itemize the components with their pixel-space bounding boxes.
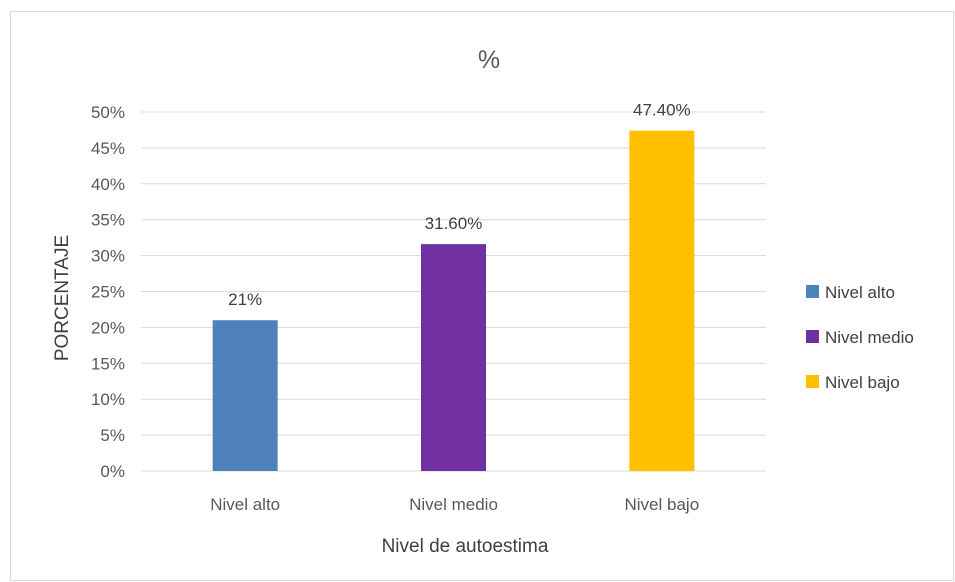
data-label: 47.40% [633,101,691,120]
category-label: Nivel alto [210,495,280,514]
legend-label: Nivel alto [825,283,895,302]
y-tick-label: 0% [100,462,125,481]
chart-title: % [478,46,500,74]
x-axis-title: Nivel de autoestima [382,536,549,557]
y-axis-title: PORCENTAJE [52,235,73,361]
y-tick-label: 30% [91,247,125,266]
legend-swatch [806,285,819,298]
data-labels: 21% 31.60% 47.40% [228,101,691,310]
legend-label: Nivel bajo [825,373,900,392]
bars [212,130,695,471]
y-tick-label: 45% [91,139,125,158]
legend: Nivel alto Nivel medio Nivel bajo [806,283,914,392]
bar [629,130,695,471]
bar [421,244,486,471]
y-tick-label: 40% [91,175,125,194]
y-tick-label: 15% [91,354,125,373]
data-label: 21% [228,290,262,309]
category-label: Nivel bajo [625,495,700,514]
y-tick-label: 5% [100,426,125,445]
legend-label: Nivel medio [825,328,914,347]
y-tick-label: 25% [91,283,125,302]
legend-swatch [806,330,819,343]
x-axis-categories: Nivel alto Nivel medio Nivel bajo [210,495,699,514]
category-label: Nivel medio [409,495,498,514]
y-axis-ticks: 0% 5% 10% 15% 20% 25% 30% 35% 40% 45% 50% [91,103,125,481]
y-tick-label: 35% [91,211,125,230]
y-tick-label: 20% [91,318,125,337]
y-tick-label: 10% [91,390,125,409]
legend-swatch [806,375,819,388]
data-label: 31.60% [425,214,483,233]
bar [212,320,278,471]
y-tick-label: 50% [91,103,125,122]
